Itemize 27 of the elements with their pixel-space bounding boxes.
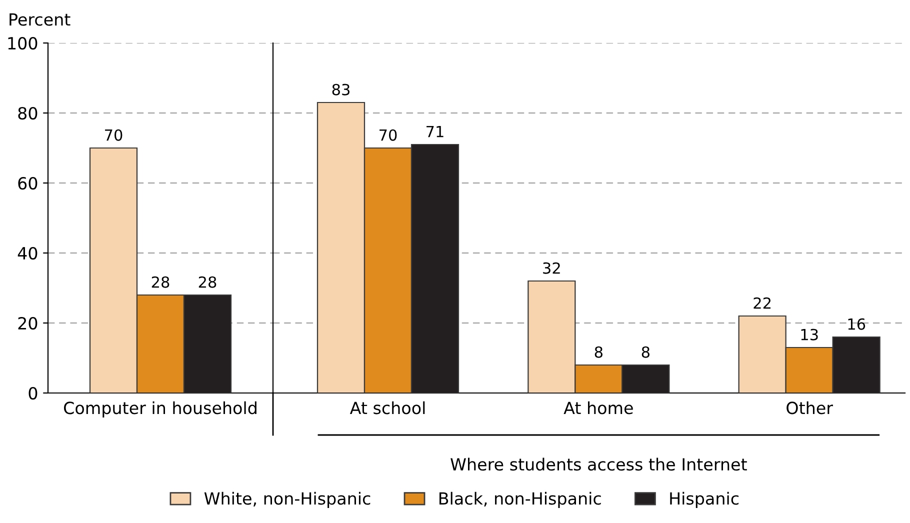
data-label: 22 — [754, 297, 771, 309]
data-label: 70 — [105, 129, 122, 141]
y-tick-label: 0 — [28, 386, 38, 400]
y-tick-label: 60 — [18, 176, 38, 190]
data-label: 71 — [426, 126, 444, 138]
x-tick-label: Other — [786, 401, 833, 414]
data-label: 83 — [332, 84, 350, 96]
data-label: 28 — [152, 276, 170, 288]
data-label: 8 — [594, 346, 602, 358]
data-label: 8 — [642, 346, 650, 358]
y-axis-title: Percent — [10, 13, 70, 26]
y-tick-label: 100 — [8, 36, 38, 50]
legend-label: White, non-Hispanic — [204, 492, 370, 508]
data-label: 70 — [380, 129, 397, 141]
x-tick-label: At home — [564, 401, 633, 414]
data-label: 13 — [801, 328, 818, 340]
x-tick-label: At school — [350, 401, 425, 414]
x-tick-label: Computer in household — [64, 401, 256, 418]
text: Where students access the Internet — [450, 458, 747, 471]
y-tick-label: 80 — [18, 106, 38, 120]
data-label: 32 — [543, 262, 560, 274]
y-tick-label: 40 — [18, 246, 38, 260]
legend-label: Black, non-Hispanic — [439, 492, 601, 508]
data-label: 16 — [848, 318, 866, 330]
legend-label: Hispanic — [670, 492, 738, 508]
y-tick-label: 20 — [18, 316, 38, 330]
data-label: 28 — [198, 276, 216, 288]
